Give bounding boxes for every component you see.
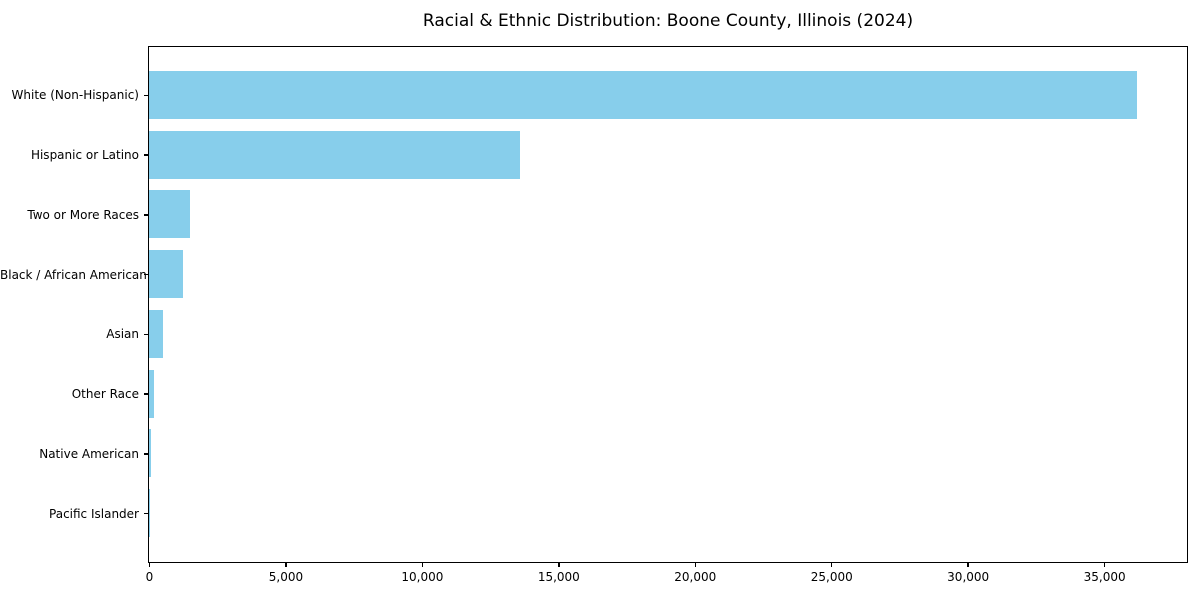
bar-hispanic-or-latino bbox=[149, 130, 521, 179]
y-tick-mark bbox=[144, 453, 148, 455]
x-tick-label: 20,000 bbox=[674, 570, 717, 584]
bar-black-african-american bbox=[149, 250, 184, 299]
bar-two-or-more-races bbox=[149, 190, 190, 239]
y-tick-label: White (Non-Hispanic) bbox=[11, 88, 139, 103]
y-tick-mark bbox=[144, 154, 148, 156]
y-tick-mark bbox=[144, 94, 148, 97]
y-tick-label: Black / African American bbox=[0, 267, 147, 282]
x-tick-label: 30,000 bbox=[947, 570, 990, 584]
x-tick-mark bbox=[1103, 563, 1106, 567]
y-tick-mark bbox=[144, 393, 148, 395]
x-tick-label: 5,000 bbox=[268, 570, 304, 584]
x-tick-mark bbox=[558, 563, 560, 567]
x-tick-mark bbox=[830, 563, 833, 567]
bar-native-american bbox=[149, 429, 151, 478]
x-tick-mark bbox=[421, 563, 424, 567]
x-tick-mark bbox=[967, 563, 969, 567]
x-tick-label: 10,000 bbox=[401, 570, 444, 584]
y-tick-label: Pacific Islander bbox=[49, 506, 139, 521]
bar-other-race bbox=[149, 369, 155, 418]
y-tick-label: Hispanic or Latino bbox=[30, 148, 139, 163]
bar-asian bbox=[149, 309, 163, 358]
x-tick-label: 25,000 bbox=[810, 570, 853, 584]
y-tick-mark bbox=[144, 214, 148, 216]
x-tick-mark bbox=[694, 563, 697, 567]
y-tick-mark bbox=[144, 333, 148, 336]
y-tick-mark bbox=[144, 273, 148, 276]
y-tick-label: Other Race bbox=[71, 387, 139, 402]
x-tick-label: 0 bbox=[145, 570, 154, 584]
plot-area bbox=[148, 46, 1188, 563]
y-tick-label: Native American bbox=[39, 446, 139, 461]
bar-white-non-hispanic bbox=[149, 70, 1137, 119]
x-tick-mark bbox=[148, 563, 151, 567]
x-tick-label: 15,000 bbox=[537, 570, 580, 584]
y-tick-mark bbox=[144, 512, 148, 515]
x-tick-mark bbox=[285, 563, 287, 567]
chart-title: Racial & Ethnic Distribution: Boone Coun… bbox=[422, 11, 914, 31]
x-tick-label: 35,000 bbox=[1083, 570, 1126, 584]
bar-pacific-islander bbox=[149, 489, 150, 538]
y-tick-label: Two or More Races bbox=[27, 207, 139, 222]
y-tick-label: Asian bbox=[106, 327, 139, 342]
